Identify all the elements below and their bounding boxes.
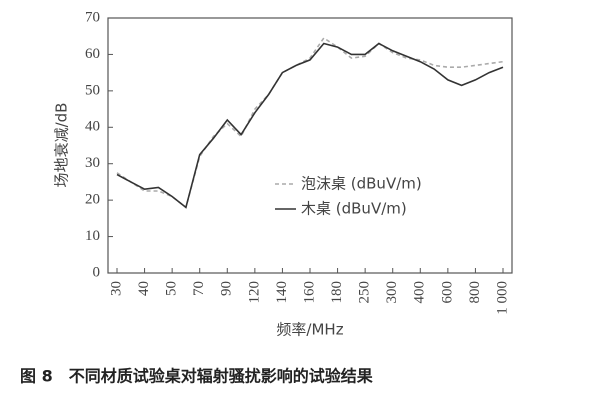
y-tick-label: 70 [85,9,100,25]
y-tick-label: 0 [93,264,101,280]
series-line [116,42,504,209]
y-tick-label: 40 [85,119,100,135]
x-tick-label: 90 [219,281,235,296]
y-tick-label: 60 [85,46,100,62]
x-tick-label: 300 [384,281,400,304]
x-tick-label: 180 [329,281,345,304]
plot-frame [107,17,513,274]
y-tick-label: 50 [85,82,100,98]
y-axis-label: 场地衰减/dB [53,103,71,188]
x-tick-label: 600 [439,281,455,304]
legend-label: 木桌 (dBuV/m) [301,200,407,218]
legend-label: 泡沫桌 (dBuV/m) [301,175,422,193]
x-tick-label: 140 [274,281,290,304]
y-tick-label: 10 [85,228,100,244]
x-tick-label: 50 [164,281,180,296]
x-tick-label: 40 [136,281,152,296]
x-tick-label: 800 [467,281,483,304]
x-tick-label: 120 [246,281,262,304]
x-tick-label: 70 [191,281,207,296]
x-tick-label: 400 [412,281,428,304]
x-tick-label: 30 [108,281,124,296]
y-tick-label: 30 [85,155,100,171]
x-axis-label: 频率/MHz [276,321,343,339]
x-tick-label: 160 [301,281,317,304]
y-tick-label: 20 [85,192,100,208]
x-tick-label: 250 [357,281,373,304]
x-tick-label: 1 000 [494,281,510,315]
caption: 图 8 不同材质试验桌对辐射骚扰影响的试验结果 [20,367,373,386]
